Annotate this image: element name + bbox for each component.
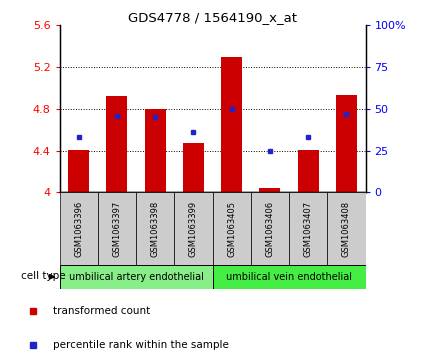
Text: cell type: cell type <box>21 270 65 281</box>
Text: transformed count: transformed count <box>54 306 150 316</box>
Bar <box>68 150 89 192</box>
Bar <box>183 143 204 192</box>
Bar <box>336 95 357 192</box>
Text: umbilical vein endothelial: umbilical vein endothelial <box>226 272 352 282</box>
Text: umbilical artery endothelial: umbilical artery endothelial <box>68 272 204 282</box>
Text: GSM1063398: GSM1063398 <box>150 201 160 257</box>
Bar <box>106 96 128 192</box>
Text: GSM1063405: GSM1063405 <box>227 201 236 257</box>
Bar <box>221 57 242 192</box>
Bar <box>98 192 136 265</box>
Text: GSM1063408: GSM1063408 <box>342 201 351 257</box>
Bar <box>212 265 366 289</box>
Bar <box>251 192 289 265</box>
Bar <box>327 192 366 265</box>
Title: GDS4778 / 1564190_x_at: GDS4778 / 1564190_x_at <box>128 11 297 24</box>
Text: GSM1063397: GSM1063397 <box>112 201 122 257</box>
Bar <box>298 150 319 192</box>
Bar <box>174 192 212 265</box>
Text: GSM1063407: GSM1063407 <box>303 201 313 257</box>
Text: GSM1063406: GSM1063406 <box>265 201 275 257</box>
Bar <box>144 109 166 192</box>
Bar <box>60 192 98 265</box>
Text: percentile rank within the sample: percentile rank within the sample <box>54 340 229 350</box>
Bar <box>60 265 212 289</box>
Bar <box>136 192 174 265</box>
Bar <box>289 192 327 265</box>
Bar <box>212 192 251 265</box>
Bar <box>259 188 280 192</box>
Text: GSM1063399: GSM1063399 <box>189 201 198 257</box>
Text: GSM1063396: GSM1063396 <box>74 201 83 257</box>
